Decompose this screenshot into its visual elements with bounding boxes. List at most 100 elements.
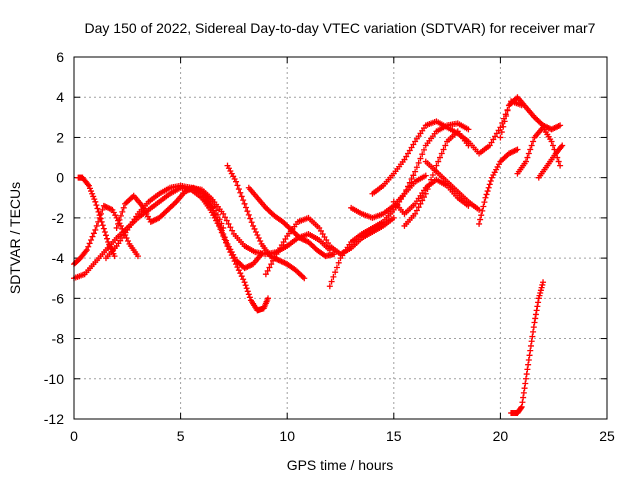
series-s13 [369, 98, 525, 197]
data-point [514, 146, 521, 153]
x-tick-label: 20 [493, 428, 509, 444]
data-point [390, 214, 397, 221]
data-point [548, 138, 555, 145]
data-point [225, 220, 232, 227]
data-point [408, 144, 415, 151]
data-point [421, 146, 428, 153]
data-point [524, 154, 531, 161]
data-point [217, 226, 224, 233]
data-point [485, 184, 492, 191]
data-point [234, 182, 241, 189]
data-point [241, 279, 248, 286]
data-point [273, 251, 280, 258]
data-point [246, 294, 253, 301]
data-point [403, 187, 410, 194]
data-point [335, 259, 342, 266]
data-point [524, 366, 531, 373]
data-point [330, 273, 337, 280]
data-point [412, 168, 419, 175]
data-point [317, 227, 324, 234]
data-point [428, 176, 435, 183]
y-tick-label: -2 [52, 210, 65, 226]
data-point [501, 118, 508, 125]
data-point [119, 225, 126, 232]
data-point [503, 112, 510, 119]
data-point [465, 142, 472, 149]
data-point [429, 171, 436, 178]
data-point [95, 208, 102, 215]
data-point [401, 156, 408, 163]
data-point [520, 389, 527, 396]
data-point [100, 225, 107, 232]
data-point [245, 291, 252, 298]
data-point [254, 231, 261, 238]
series-s21 [508, 279, 547, 416]
data-point [333, 264, 340, 271]
data-point [278, 242, 285, 249]
data-point [243, 285, 250, 292]
data-point [323, 237, 330, 244]
data-point [264, 267, 271, 274]
series-s7 [198, 194, 272, 314]
data-point [101, 228, 108, 235]
data-point [117, 212, 124, 219]
data-point [96, 212, 103, 219]
data-point [484, 188, 491, 195]
data-point [99, 222, 106, 229]
data-point [497, 134, 504, 141]
data-point [85, 243, 92, 250]
data-point [85, 182, 92, 189]
x-tick-label: 15 [386, 428, 402, 444]
data-point [237, 270, 244, 277]
data-point [237, 189, 244, 196]
data-point [413, 207, 420, 214]
data-point [235, 267, 242, 274]
data-point [433, 162, 440, 169]
data-point [412, 210, 419, 217]
data-point [426, 181, 433, 188]
data-point [405, 150, 412, 157]
y-tick-label: 4 [56, 89, 64, 105]
data-point [500, 123, 507, 130]
data-point [111, 253, 118, 260]
data-point [504, 107, 511, 114]
data-point [248, 219, 255, 226]
data-points [71, 94, 566, 416]
data-point [220, 210, 227, 217]
data-point [119, 208, 126, 215]
y-tick-label: -4 [52, 250, 65, 266]
data-point [93, 202, 100, 209]
data-point [486, 181, 493, 188]
data-point [525, 361, 532, 368]
data-point [262, 271, 269, 278]
data-point [408, 176, 415, 183]
data-point [90, 230, 97, 237]
data-point [240, 276, 247, 283]
data-point [531, 319, 538, 326]
series-s17 [476, 146, 521, 227]
data-point [244, 208, 251, 215]
data-point [557, 162, 564, 169]
data-point [113, 224, 120, 231]
data-point [419, 197, 426, 204]
data-point [282, 236, 289, 243]
data-point [241, 200, 248, 207]
data-point [533, 307, 540, 314]
data-point [230, 255, 237, 262]
data-point [271, 254, 278, 261]
data-point [410, 141, 417, 148]
y-tick-label: -8 [52, 331, 65, 347]
data-point [235, 186, 242, 193]
data-point [233, 178, 240, 185]
data-point [275, 248, 282, 255]
data-point [476, 206, 483, 213]
data-point [522, 158, 529, 165]
data-point [497, 124, 504, 131]
y-tick-label: 0 [56, 170, 64, 186]
data-point [527, 347, 534, 354]
data-point [102, 232, 109, 239]
x-tick-label: 25 [599, 428, 615, 444]
data-point [89, 233, 96, 240]
data-point [417, 155, 424, 162]
